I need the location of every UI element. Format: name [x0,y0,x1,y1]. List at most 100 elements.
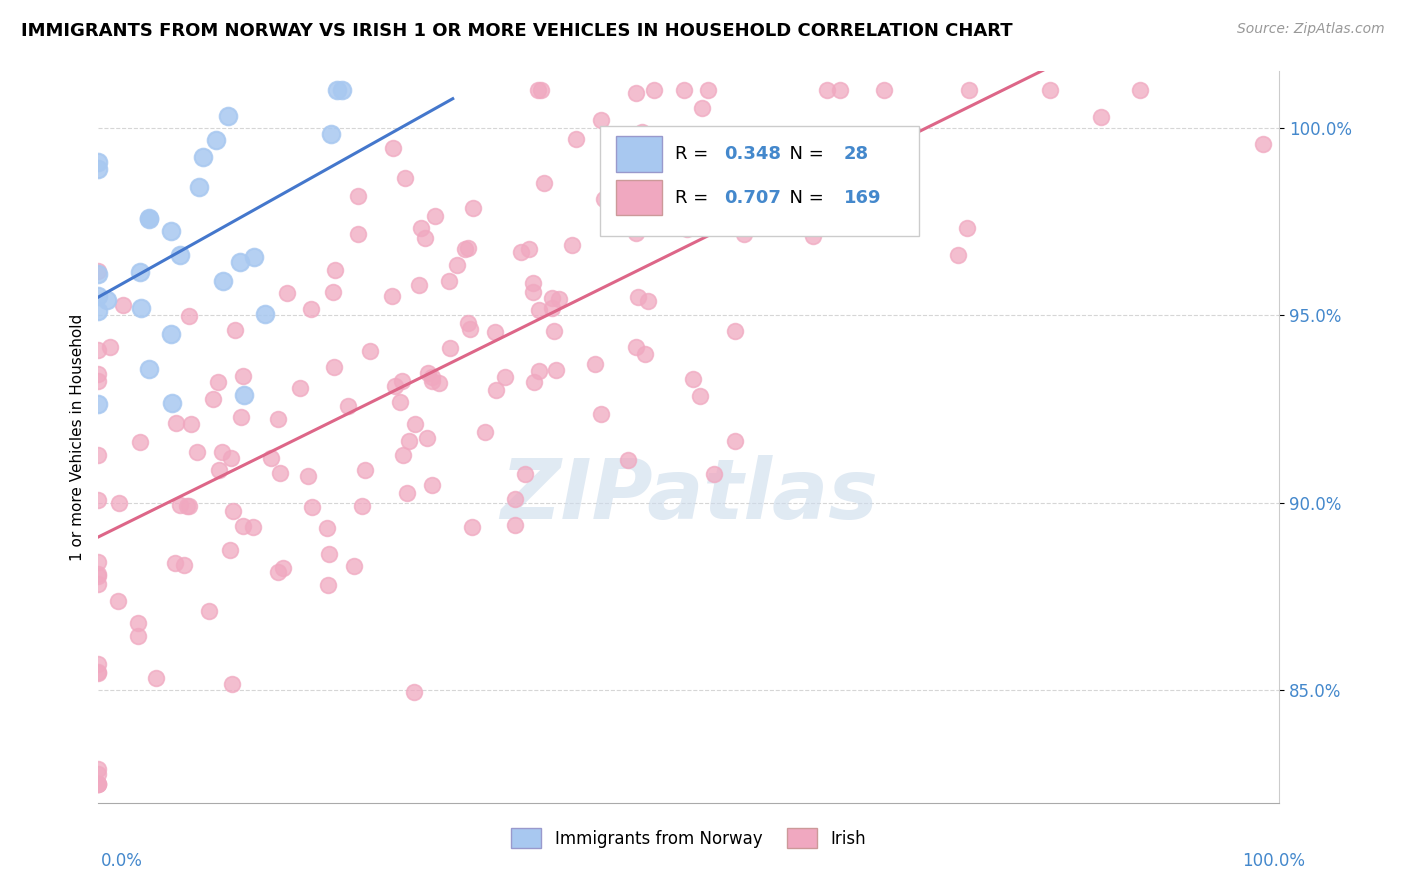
Point [159,327,181,342]
Point [260,450,283,465]
Point [342,559,364,574]
Point [415,431,437,445]
FancyBboxPatch shape [616,179,662,216]
Point [682,372,704,386]
Y-axis label: 1 or more Vehicles in Household: 1 or more Vehicles in Household [69,313,84,561]
Point [232,368,254,383]
Point [461,202,484,216]
Point [128,264,150,278]
Point [381,289,404,303]
Point [321,127,343,141]
Point [267,566,290,580]
Text: 0.348: 0.348 [724,145,782,163]
Point [87,666,110,681]
Point [173,558,195,572]
Point [193,150,215,164]
Point [591,113,613,128]
Point [1039,83,1062,97]
Point [946,248,969,262]
Point [651,201,673,215]
Point [108,496,131,510]
Point [541,291,564,305]
Point [299,301,322,316]
Point [160,396,183,410]
Point [112,297,135,311]
Point [318,547,340,561]
Point [592,192,614,206]
Point [533,176,555,190]
FancyBboxPatch shape [600,126,920,235]
Point [485,383,508,397]
Point [626,86,648,100]
Point [271,561,294,575]
Point [439,275,461,289]
Point [543,324,565,338]
Point [626,340,648,354]
Point [288,381,311,395]
Point [87,493,110,508]
Point [413,231,436,245]
Point [527,303,550,318]
Point [676,222,699,236]
Point [145,671,167,685]
Point [180,417,202,432]
Point [87,555,110,569]
Point [690,101,713,115]
Point [703,467,725,482]
Point [87,304,110,318]
Point [87,766,110,780]
Point [87,569,110,583]
Point [224,323,246,337]
Point [96,293,118,307]
Point [202,392,225,406]
Point [87,264,110,278]
Point [652,219,675,233]
Point [617,453,640,467]
Text: 0.707: 0.707 [724,189,782,207]
Point [474,425,496,440]
Point [242,519,264,533]
Point [221,677,243,691]
Point [1251,137,1274,152]
Point [169,248,191,262]
Text: 100.0%: 100.0% [1241,852,1305,870]
Point [503,491,526,506]
Point [87,268,110,282]
Point [828,83,851,97]
Point [269,466,291,480]
Text: R =: R = [675,189,714,207]
Point [817,83,839,97]
Point [392,449,415,463]
Point [337,399,360,413]
Point [689,389,711,403]
Point [527,83,550,97]
Point [138,212,160,227]
Point [87,397,110,411]
Point [254,307,277,321]
Point [395,486,418,500]
Point [591,408,613,422]
Point [207,375,229,389]
Point [527,364,550,378]
Point [458,321,481,335]
Point [229,255,252,269]
Point [316,578,339,592]
Point [779,155,801,169]
Point [420,374,443,388]
Point [87,762,110,776]
Point [696,83,718,97]
Point [548,292,571,306]
Point [733,227,755,242]
Point [661,198,683,212]
Point [1129,83,1152,97]
Point [323,263,346,277]
Point [177,309,200,323]
Point [398,434,420,448]
Point [673,83,696,97]
Point [87,161,110,176]
Point [427,376,450,390]
Point [394,171,416,186]
Point [706,183,728,197]
Point [408,278,430,293]
Text: N =: N = [778,189,830,207]
